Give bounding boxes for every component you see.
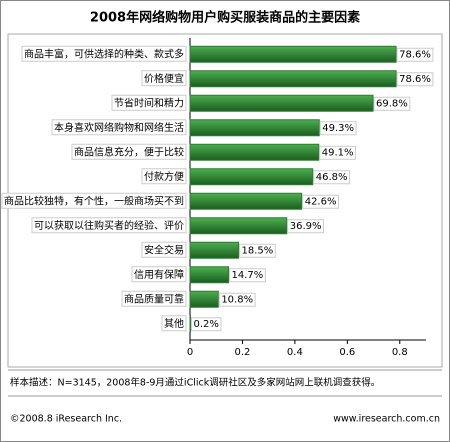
y-tick-label-box: [21, 45, 187, 62]
value-label: 14.7%: [232, 270, 264, 281]
y-tick-label-box: [1, 192, 187, 209]
value-label: 10.8%: [221, 294, 253, 305]
value-label: 78.6%: [399, 49, 431, 60]
value-label-box: [302, 194, 339, 209]
y-tick-label-box: [141, 241, 187, 258]
x-tick-label: 0.8: [392, 347, 408, 358]
value-label-box: [396, 72, 434, 87]
value-label-box: [319, 145, 357, 160]
value-label-box: [313, 170, 351, 185]
value-label: 49.1%: [322, 147, 354, 158]
value-label: 42.6%: [305, 196, 337, 207]
y-tick-label-box: [51, 119, 187, 136]
y-tick-label-box: [111, 94, 187, 111]
value-label: 18.5%: [242, 245, 274, 256]
bar: [189, 217, 288, 235]
y-tick-label: 商品比较独特，有个性，一般商场买不到: [4, 194, 184, 207]
bar: [189, 315, 192, 333]
value-label-box: [319, 121, 357, 136]
value-label-box: [191, 317, 222, 332]
y-tick-label-box: [141, 70, 187, 87]
y-tick-label: 其他: [164, 317, 184, 330]
bar: [189, 168, 314, 186]
copyright: ©2008.8 iResearch Inc.: [10, 414, 122, 425]
bar: [189, 290, 219, 308]
y-tick-label-box: [71, 143, 187, 160]
bar: [189, 192, 303, 210]
bar: [189, 241, 240, 259]
y-tick-label: 本身喜欢网络购物和网络生活: [54, 121, 184, 134]
y-tick-label: 信用有保障: [134, 268, 184, 281]
y-tick-label-box: [31, 217, 187, 234]
bar: [189, 143, 320, 161]
value-label: 78.6%: [399, 74, 431, 85]
y-tick-label-box: [161, 315, 187, 332]
x-tick-label: 0.4: [287, 347, 303, 358]
y-tick-label-box: [141, 168, 187, 185]
bar: [189, 119, 320, 137]
x-tick-label: 0.2: [234, 347, 250, 358]
value-label-box: [373, 96, 411, 111]
value-label-box: [218, 292, 256, 307]
x-tick-label: 0.6: [339, 347, 355, 358]
value-label: 49.3%: [322, 123, 354, 134]
x-tick-label: 0: [187, 347, 193, 358]
bar: [189, 70, 397, 88]
value-label-box: [229, 268, 266, 283]
note: 样本描述：N=3145，2008年8-9月通过iClick调研社区及多家网站网上…: [10, 377, 380, 389]
y-tick-label: 可以获取以往购买者的经验、评价: [34, 219, 184, 232]
bar: [189, 266, 230, 284]
value-label-box: [396, 47, 434, 62]
y-tick-label: 付款方便: [144, 170, 184, 183]
value-label: 36.9%: [290, 221, 322, 232]
y-tick-label: 价格便宜: [144, 72, 184, 85]
value-label: 0.2%: [194, 319, 219, 330]
bar: [189, 94, 374, 112]
y-tick-label: 商品丰富，可供选择的种类、款式多: [24, 47, 184, 60]
bar: [189, 45, 397, 63]
y-tick-label-box: [121, 290, 187, 307]
y-tick-label: 节省时间和精力: [114, 96, 184, 109]
value-label-box: [239, 243, 276, 258]
y-tick-label: 商品质量可靠: [124, 292, 184, 305]
value-label-box: [287, 219, 325, 234]
website: www.iresearch.com.cn: [333, 414, 440, 425]
chart-title: 2008年网络购物用户购买服装商品的主要因素: [90, 10, 360, 26]
y-tick-label-box: [131, 266, 187, 283]
value-label: 69.8%: [376, 98, 408, 109]
y-tick-label: 商品信息充分，便于比较: [74, 145, 184, 158]
value-label: 46.8%: [316, 172, 348, 183]
y-tick-label: 安全交易: [144, 243, 184, 256]
